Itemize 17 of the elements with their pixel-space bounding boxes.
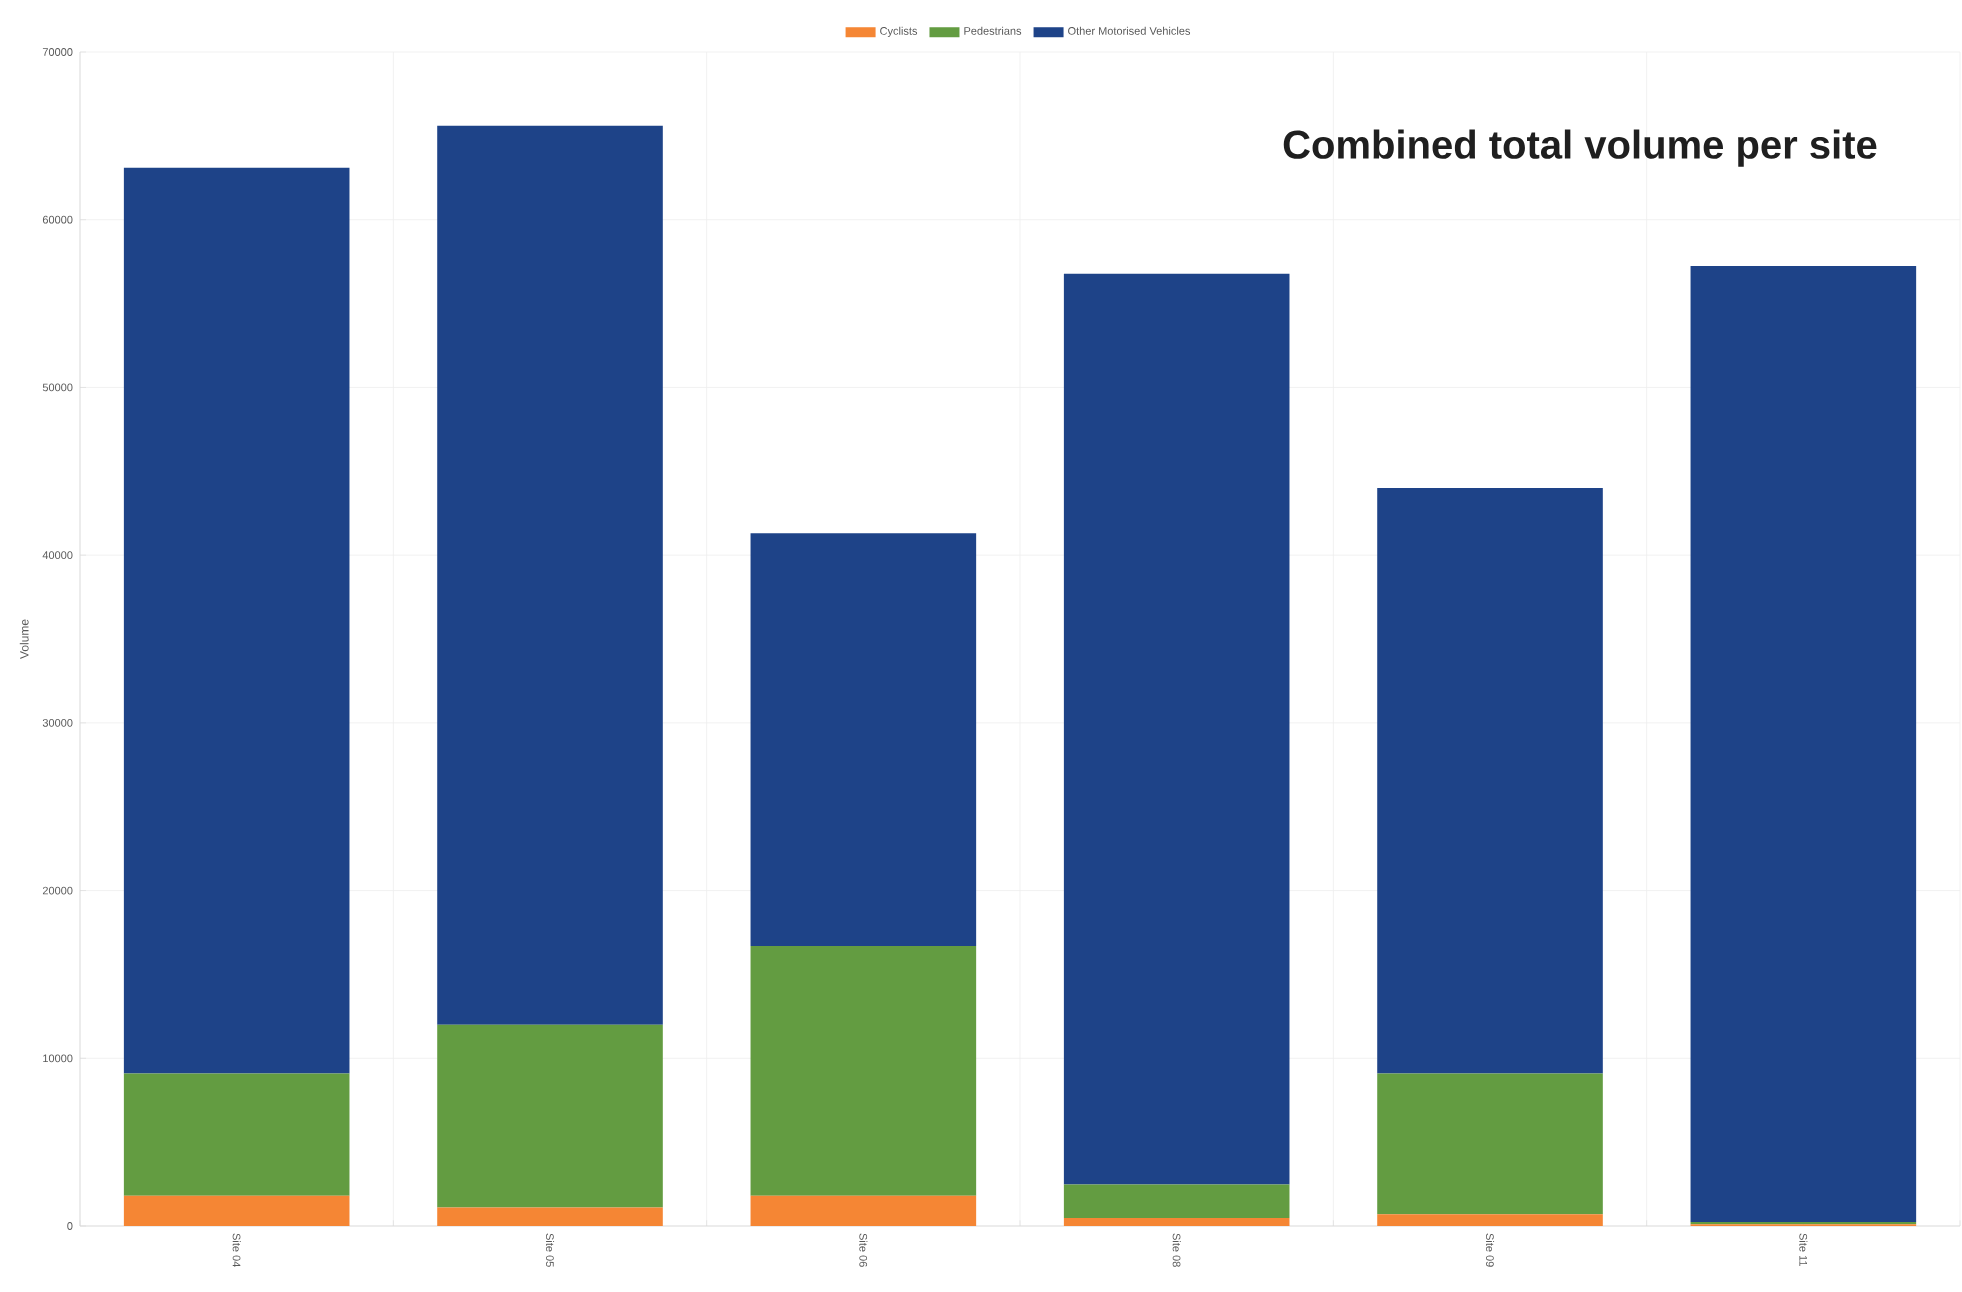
bar xyxy=(437,1024,663,1208)
bar xyxy=(437,125,663,1025)
bar xyxy=(1377,488,1603,1074)
bar xyxy=(123,1195,350,1226)
bar xyxy=(750,945,977,1196)
bar xyxy=(1063,273,1290,1185)
bar xyxy=(123,1073,350,1196)
bar xyxy=(437,1207,663,1226)
bar xyxy=(750,533,977,946)
bar xyxy=(1377,1073,1603,1215)
bar xyxy=(750,1195,977,1226)
text: Combined total volume per site xyxy=(1283,129,1877,167)
bar xyxy=(1063,1217,1290,1226)
bar xyxy=(1063,1184,1290,1218)
bar xyxy=(123,167,350,1074)
bar xyxy=(1377,1214,1603,1226)
bar xyxy=(1690,266,1917,1222)
